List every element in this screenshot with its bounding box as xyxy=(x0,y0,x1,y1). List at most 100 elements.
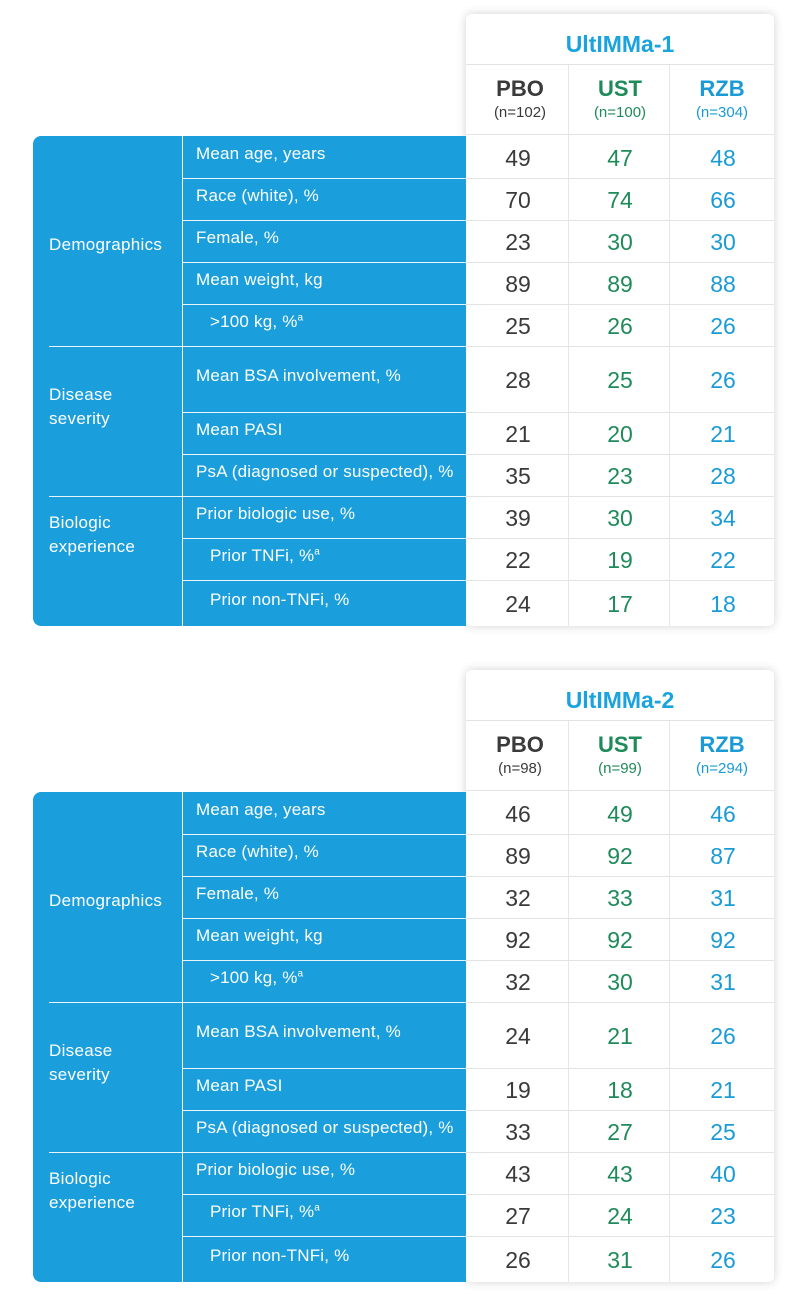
row-label: >100 kg, %a xyxy=(210,311,303,333)
row-divider xyxy=(183,876,466,877)
header-divider xyxy=(466,790,774,791)
row-label-text: Mean age, years xyxy=(196,800,326,819)
group-label: Biologic experience xyxy=(49,1167,135,1215)
row-label: Mean PASI xyxy=(196,1075,283,1097)
value-cell-pbo: 39 xyxy=(505,505,531,531)
row-divider xyxy=(466,304,774,305)
value-cell-ust: 27 xyxy=(607,1119,633,1145)
value-cell-rzb: 23 xyxy=(710,1203,736,1229)
column-divider xyxy=(568,720,569,1282)
row-label: PsA (diagnosed or suspected), % xyxy=(196,461,454,483)
row-label: PsA (diagnosed or suspected), % xyxy=(196,1117,454,1139)
label-divider xyxy=(182,792,183,1282)
row-label-text: Prior biologic use, % xyxy=(196,504,356,523)
column-divider xyxy=(568,64,569,626)
footnote-marker: a xyxy=(297,968,304,980)
row-label: Race (white), % xyxy=(196,185,319,207)
row-divider xyxy=(183,178,466,179)
row-divider xyxy=(466,496,774,497)
column-n: (n=99) xyxy=(598,760,642,777)
value-cell-ust: 25 xyxy=(607,367,633,393)
group-label-line: Biologic xyxy=(49,513,111,532)
value-cell-ust: 47 xyxy=(607,145,633,171)
column-divider xyxy=(669,64,670,626)
row-divider xyxy=(466,1152,774,1153)
value-cell-rzb: 31 xyxy=(710,885,736,911)
row-label-text: Prior non-TNFi, % xyxy=(210,1246,350,1265)
value-cell-rzb: 26 xyxy=(710,1247,736,1273)
footnote-marker: a xyxy=(314,1202,321,1214)
row-label-text: Race (white), % xyxy=(196,842,319,861)
column-label: PBO xyxy=(496,732,544,757)
value-cell-ust: 92 xyxy=(607,843,633,869)
row-divider xyxy=(466,1068,774,1069)
row-label-text: Prior TNFi, % xyxy=(210,546,315,565)
value-cell-pbo: 24 xyxy=(505,591,531,617)
row-label-text: Mean PASI xyxy=(196,1076,283,1095)
study-panel-2: UltIMMa-2 PBO (n=98) UST (n=99) RZB (n=294) Dem… xyxy=(0,656,794,1296)
column-label: UST xyxy=(598,76,642,101)
row-divider xyxy=(466,1236,774,1237)
row-divider xyxy=(466,412,774,413)
value-cell-rzb: 21 xyxy=(710,1077,736,1103)
value-cell-rzb: 31 xyxy=(710,969,736,995)
column-n: (n=100) xyxy=(593,104,647,121)
row-label: Prior biologic use, % xyxy=(196,1159,355,1181)
value-cell-ust: 17 xyxy=(607,591,633,617)
row-divider xyxy=(183,1236,466,1237)
value-cell-pbo: 22 xyxy=(505,547,531,573)
value-cell-pbo: 92 xyxy=(505,927,531,953)
column-header-ust: UST (n=100) xyxy=(570,76,670,122)
row-divider xyxy=(183,1068,466,1069)
value-cell-ust: 30 xyxy=(607,229,633,255)
value-cell-ust: 49 xyxy=(607,801,633,827)
study-panel-1: UltIMMa-1 PBO (n=102) UST (n=100) RZB (n=304) D… xyxy=(0,0,794,640)
row-label-text: Mean BSA involvement, % xyxy=(196,1022,401,1041)
row-label-text: Prior TNFi, % xyxy=(210,1202,315,1221)
row-divider xyxy=(466,1194,774,1195)
value-cell-rzb: 26 xyxy=(710,313,736,339)
header-divider xyxy=(466,134,774,135)
value-cell-ust: 92 xyxy=(607,927,633,953)
group-label-line: Demographics xyxy=(49,891,163,910)
value-cell-rzb: 26 xyxy=(710,1023,736,1049)
row-label: Mean BSA involvement, % xyxy=(196,365,401,387)
value-cell-rzb: 28 xyxy=(710,463,736,489)
column-header-pbo: PBO (n=102) xyxy=(470,76,570,122)
row-divider xyxy=(183,1194,466,1195)
row-divider xyxy=(466,262,774,263)
row-label: Mean age, years xyxy=(196,143,326,165)
value-cell-pbo: 35 xyxy=(505,463,531,489)
row-label-text: PsA (diagnosed or suspected), % xyxy=(196,1118,454,1137)
row-divider xyxy=(183,1110,466,1111)
row-divider xyxy=(183,918,466,919)
row-divider xyxy=(466,220,774,221)
row-divider xyxy=(466,454,774,455)
row-divider xyxy=(183,262,466,263)
footnote-marker: a xyxy=(297,312,304,324)
row-label: Mean weight, kg xyxy=(196,269,323,291)
column-label: PBO xyxy=(496,76,544,101)
value-cell-pbo: 46 xyxy=(505,801,531,827)
row-divider xyxy=(466,834,774,835)
row-label: Female, % xyxy=(196,883,279,905)
value-cell-rzb: 48 xyxy=(710,145,736,171)
column-n: (n=304) xyxy=(695,104,749,121)
column-label: RZB xyxy=(699,732,745,757)
value-cell-pbo: 24 xyxy=(505,1023,531,1049)
value-cell-rzb: 87 xyxy=(710,843,736,869)
group-label: Disease severity xyxy=(49,1039,113,1087)
row-divider xyxy=(183,538,466,539)
row-label-text: >100 kg, % xyxy=(210,312,298,331)
value-cell-pbo: 70 xyxy=(505,187,531,213)
value-cell-pbo: 23 xyxy=(505,229,531,255)
study-title: UltIMMa-2 xyxy=(565,687,675,713)
value-cell-pbo: 33 xyxy=(505,1119,531,1145)
value-cell-rzb: 26 xyxy=(710,367,736,393)
value-cell-rzb: 66 xyxy=(710,187,736,213)
row-label-text: Race (white), % xyxy=(196,186,319,205)
value-cell-pbo: 25 xyxy=(505,313,531,339)
row-label: Mean age, years xyxy=(196,799,326,821)
row-divider xyxy=(183,454,466,455)
value-cell-rzb: 34 xyxy=(710,505,736,531)
